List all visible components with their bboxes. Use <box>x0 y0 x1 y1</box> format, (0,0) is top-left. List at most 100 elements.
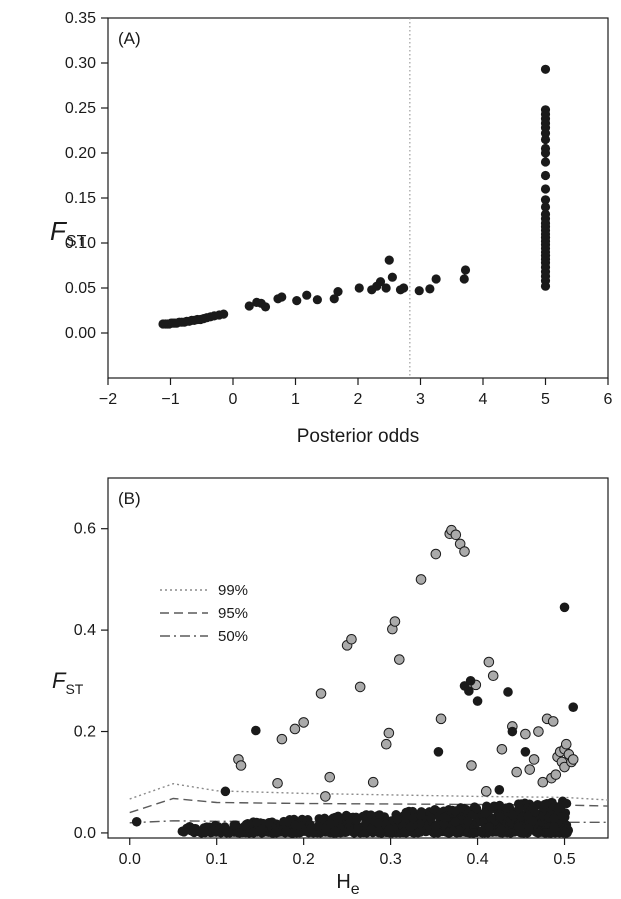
panel-a-x-tick-label: 6 <box>604 391 613 408</box>
data-point <box>540 195 551 205</box>
neutral-point <box>288 828 298 838</box>
data-point <box>302 290 312 300</box>
data-point <box>333 287 343 297</box>
panel-b-frame <box>107 477 609 839</box>
neutral-point <box>553 803 563 814</box>
outlier-point <box>383 727 395 739</box>
neutral-point <box>219 823 230 833</box>
panel-a-y-tick-label: 0.15 <box>65 190 96 207</box>
neutral-point <box>530 807 540 817</box>
outlier-point <box>450 529 462 541</box>
neutral-point <box>179 827 189 837</box>
neutral-point <box>366 824 376 834</box>
neutral-point <box>503 687 513 697</box>
neutral-point <box>518 828 528 838</box>
panel-a-y-axis: 0.00 0.05 0.10 0.15 0.20 0.25 0.30 0.35 <box>65 10 108 342</box>
panel-a-x-axis-title: Posterior odds <box>297 426 420 447</box>
outlier-point <box>276 733 288 745</box>
outlier-point <box>550 769 562 780</box>
panel-a-y-tick-label: 0.00 <box>65 325 96 342</box>
panel-a-y-tick-label: 0.20 <box>65 145 96 162</box>
panel-b-x-axis-title: He <box>336 871 359 898</box>
panel-a-x-tick-label: 1 <box>291 391 300 408</box>
panel-b-y-tick-label: 0.0 <box>74 825 96 842</box>
neutral-point <box>433 747 444 757</box>
panel-b-x-axis: 0.0 0.1 0.2 0.3 0.4 0.5 <box>119 838 576 868</box>
outlier-point <box>389 616 401 627</box>
panel-a-x-tick-label: 0 <box>229 391 238 408</box>
data-point <box>375 277 386 287</box>
outlier-point <box>524 764 536 775</box>
neutral-point <box>508 810 518 820</box>
neutral-point <box>495 811 505 822</box>
panel-b: 0.0 0.1 0.2 0.3 0.4 0.5 0.0 0.2 0.4 0.6 (B) 99% … <box>52 477 609 898</box>
outlier-point <box>487 670 499 682</box>
panel-b-y-subscript: ST <box>65 681 83 697</box>
outlier-point <box>466 760 477 771</box>
outlier-point <box>324 771 336 783</box>
data-point <box>540 184 551 194</box>
panel-a-y-tick-label: 0.10 <box>65 235 96 252</box>
data-point <box>540 143 551 154</box>
outlier-point <box>367 776 379 788</box>
neutral-point <box>450 806 460 816</box>
data-point <box>540 64 551 74</box>
outlier-point <box>537 776 549 788</box>
neutral-point <box>264 818 274 828</box>
panel-a: −2 −1 0 1 2 3 4 5 6 0.00 0.05 0.10 0.15 0.20 0.25 0.30… <box>50 10 613 447</box>
panel-b-points <box>131 524 579 827</box>
neutral-point <box>416 807 426 817</box>
panel-b-x-tick-label: 0.0 <box>119 851 141 868</box>
neutral-point <box>375 810 385 820</box>
legend-label-50: 50% <box>218 628 248 645</box>
legend-label-95: 95% <box>218 605 248 622</box>
neutral-point <box>540 799 550 809</box>
neutral-point <box>430 821 441 832</box>
neutral-point <box>494 785 505 795</box>
data-point <box>219 309 229 319</box>
panel-a-y-symbol: F <box>50 216 68 246</box>
data-point <box>329 294 339 304</box>
panel-b-x-tick-label: 0.3 <box>379 851 401 868</box>
neutral-point <box>415 826 425 836</box>
panel-b-x-tick-label: 0.1 <box>206 851 228 868</box>
legend-label-99: 99% <box>218 582 248 599</box>
outlier-point <box>528 754 540 765</box>
panel-b-x-tick-label: 0.5 <box>553 851 575 868</box>
neutral-point <box>330 826 340 836</box>
panel-b-x-symbol: H <box>336 871 350 893</box>
neutral-point <box>281 826 291 836</box>
panel-b-y-axis-title: FST <box>52 668 84 697</box>
outlier-point <box>354 681 366 693</box>
data-point <box>354 283 364 293</box>
neutral-point <box>465 676 476 686</box>
outlier-point <box>394 654 405 665</box>
neutral-point <box>549 813 559 823</box>
data-point <box>399 283 409 293</box>
outlier-point <box>315 688 327 699</box>
neutral-point <box>468 828 478 838</box>
neutral-point <box>405 822 416 832</box>
neutral-point <box>189 825 199 835</box>
neutral-point <box>339 827 349 837</box>
panel-b-y-tick-label: 0.4 <box>74 622 96 639</box>
data-point <box>540 209 551 219</box>
outlier-point <box>547 716 559 727</box>
outlier-point <box>320 791 331 802</box>
neutral-point <box>549 823 559 833</box>
neutral-point <box>523 811 533 821</box>
data-point <box>384 255 394 265</box>
panel-a-x-tick-label: 5 <box>541 391 550 408</box>
data-point <box>260 302 271 312</box>
outlier-point <box>298 717 309 728</box>
data-point <box>540 134 551 145</box>
data-point <box>459 274 469 284</box>
panel-a-x-tick-label: −1 <box>161 391 179 408</box>
neutral-point <box>313 821 323 831</box>
panel-b-x-subscript: e <box>351 881 360 898</box>
neutral-point <box>257 824 267 834</box>
panel-a-y-subscript: ST <box>66 233 87 250</box>
neutral-point <box>507 726 518 737</box>
neutral-point <box>496 824 506 835</box>
